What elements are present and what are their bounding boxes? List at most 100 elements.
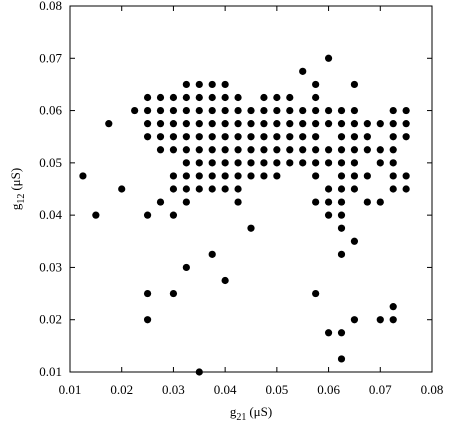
point [324,54,333,62]
point [260,93,268,102]
point [350,120,359,128]
point [337,224,346,232]
point [221,106,229,115]
point [247,146,255,154]
point [182,263,190,272]
point [337,355,346,363]
point [273,172,281,180]
point [156,93,165,102]
point [247,159,255,167]
point [324,120,333,128]
point [195,133,203,141]
point [234,146,242,154]
point [273,146,281,154]
point [376,159,384,167]
point [182,172,190,180]
point [286,159,294,167]
point [312,146,320,154]
x-tick-label: 0.08 [421,382,444,397]
point [299,159,307,167]
point [221,172,229,180]
point [169,106,178,115]
point [350,146,359,154]
point [389,185,397,193]
point [363,133,371,141]
point [350,316,359,324]
point [363,120,371,128]
point [169,133,178,141]
x-tick-label: 0.05 [265,382,288,397]
point [118,185,126,193]
point [350,80,359,89]
point [156,120,165,128]
x-label-subscript: 21 [236,412,246,423]
point [92,211,100,219]
point [143,289,152,298]
point [208,80,216,89]
point [260,120,268,128]
point [273,93,281,102]
point [195,106,203,115]
point [389,146,397,154]
point [260,146,268,154]
point [143,106,152,115]
point [208,159,216,167]
point [208,146,216,154]
point [350,106,359,115]
point [260,106,268,115]
point [182,146,190,154]
point [389,172,397,180]
point [247,133,255,141]
point [337,159,346,167]
point [195,172,203,180]
point [299,106,307,115]
point [234,93,242,102]
point [221,276,229,285]
point [389,316,397,324]
point [389,120,397,128]
point [337,133,346,141]
x-label-unit: (μS) [249,404,272,419]
point [143,211,152,219]
x-tick-label: 0.07 [369,382,392,397]
point [402,185,410,193]
plot-frame [69,5,433,373]
point [299,146,307,154]
point [286,93,294,102]
point [221,80,229,89]
point [195,185,203,193]
point [324,106,333,115]
point [402,120,410,128]
point [234,185,242,193]
point [169,120,178,128]
point [299,120,307,128]
point [324,198,333,206]
point [169,289,178,298]
point [105,120,113,128]
point [273,133,281,141]
point [312,172,320,180]
point [221,146,229,154]
point [299,133,307,141]
point [247,106,255,115]
point [376,198,384,206]
point [208,185,216,193]
point [169,146,178,154]
point [195,120,203,128]
point [324,146,333,154]
point [182,93,190,102]
x-tick-label: 0.01 [59,382,82,397]
point [143,316,152,324]
y-tick-label: 0.03 [39,259,62,274]
point [286,120,294,128]
point [389,159,397,167]
point [208,133,216,141]
x-tick-label: 0.02 [110,382,133,397]
point [363,146,371,154]
point [376,316,384,324]
point [324,211,333,219]
point [312,106,320,115]
y-label-unit: (μS) [8,168,23,191]
point [337,250,346,258]
